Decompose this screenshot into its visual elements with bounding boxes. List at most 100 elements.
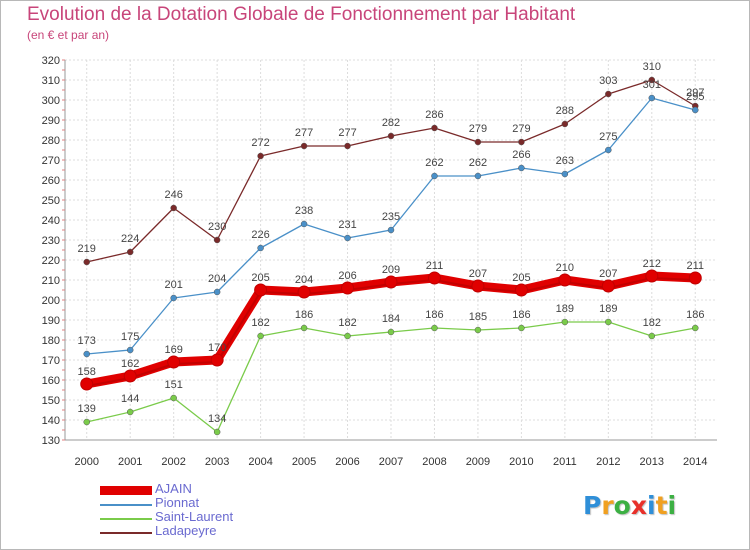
y-tick-label: 210: [42, 275, 60, 287]
data-point-saint-laurent: [474, 326, 482, 334]
data-label-pionnat: 262: [425, 157, 443, 169]
logo-letter: x: [630, 491, 647, 520]
data-label-ajain: 211: [426, 260, 444, 272]
legend-swatch: [100, 486, 152, 495]
data-label-pionnat: 235: [382, 211, 400, 223]
data-label-ladapeyre: 246: [164, 189, 182, 201]
legend-swatch: [100, 504, 152, 506]
data-point-ajain: [384, 275, 398, 289]
data-point-ladapeyre: [126, 248, 134, 256]
data-point-saint-laurent: [518, 324, 525, 332]
data-point-pionnat: [344, 234, 351, 242]
data-point-ladapeyre: [648, 76, 656, 84]
data-point-ajain: [80, 377, 94, 391]
data-label-ladapeyre: 224: [121, 233, 139, 245]
data-point-pionnat: [83, 350, 90, 358]
data-point-saint-laurent: [300, 324, 308, 332]
data-point-saint-laurent: [344, 332, 351, 340]
data-label-ajain: 207: [599, 268, 617, 280]
data-label-pionnat: 231: [338, 219, 356, 231]
data-label-ajain: 205: [512, 272, 530, 284]
data-point-saint-laurent: [431, 324, 438, 332]
data-label-saint-laurent: 182: [251, 317, 269, 329]
data-point-pionnat: [692, 106, 699, 114]
data-label-saint-laurent: 134: [208, 413, 226, 425]
legend-swatch: [100, 532, 152, 534]
data-label-pionnat: 226: [251, 229, 269, 241]
x-tick-label: 2001: [118, 456, 142, 468]
data-label-ladapeyre: 310: [643, 61, 661, 73]
data-point-pionnat: [126, 346, 134, 354]
y-tick-label: 280: [42, 135, 60, 147]
x-tick-label: 2007: [379, 456, 403, 468]
data-label-ladapeyre: 288: [556, 105, 574, 117]
data-label-ladapeyre: 277: [295, 127, 313, 139]
legend-label: AJAIN: [155, 481, 192, 496]
data-label-saint-laurent: 182: [338, 317, 356, 329]
logo-letter: t: [655, 491, 668, 520]
y-tick-label: 180: [42, 335, 60, 347]
data-label-ajain: 158: [78, 366, 96, 378]
data-label-ajain: 170: [208, 342, 226, 354]
data-point-ajain: [645, 269, 659, 283]
y-tick-label: 300: [42, 95, 60, 107]
y-tick-label: 200: [42, 295, 60, 307]
y-tick-label: 130: [42, 435, 60, 447]
data-label-ajain: 210: [556, 262, 574, 274]
data-point-saint-laurent: [648, 332, 656, 340]
logo-letter: i: [667, 491, 677, 520]
data-point-saint-laurent: [692, 324, 699, 332]
y-tick-label: 250: [42, 195, 60, 207]
data-point-saint-laurent: [387, 328, 395, 336]
x-tick-label: 2004: [248, 456, 272, 468]
data-point-ladapeyre: [170, 204, 177, 212]
data-point-pionnat: [170, 294, 177, 302]
data-point-ajain: [123, 369, 137, 383]
data-label-ajain: 211: [686, 260, 704, 272]
data-point-saint-laurent: [257, 332, 264, 340]
y-tick-label: 160: [42, 375, 60, 387]
data-label-ladapeyre: 272: [251, 137, 269, 149]
data-label-ladapeyre: 230: [208, 221, 226, 233]
y-tick-label: 260: [42, 175, 60, 187]
data-label-ladapeyre: 282: [382, 117, 400, 129]
data-point-pionnat: [648, 94, 656, 102]
data-point-ajain: [254, 283, 268, 297]
x-tick-label: 2005: [292, 456, 316, 468]
data-point-ladapeyre: [257, 152, 264, 160]
y-tick-label: 140: [42, 415, 60, 427]
data-label-saint-laurent: 151: [164, 379, 182, 391]
data-point-pionnat: [431, 172, 438, 180]
x-tick-label: 2003: [205, 456, 229, 468]
data-label-pionnat: 301: [643, 79, 661, 91]
data-point-saint-laurent: [561, 318, 569, 326]
y-tick-label: 310: [42, 75, 60, 87]
data-point-pionnat: [518, 164, 525, 172]
data-point-ajain: [297, 285, 311, 299]
data-point-pionnat: [561, 170, 569, 178]
data-point-pionnat: [605, 146, 612, 154]
data-label-pionnat: 204: [208, 273, 226, 285]
data-point-saint-laurent: [605, 318, 612, 326]
data-label-saint-laurent: 186: [295, 309, 313, 321]
data-point-pionnat: [300, 220, 308, 228]
y-tick-label: 170: [42, 355, 60, 367]
x-tick-label: 2011: [553, 456, 577, 468]
data-label-ladapeyre: 219: [78, 243, 96, 255]
data-point-ladapeyre: [344, 142, 351, 150]
y-tick-label: 220: [42, 255, 60, 267]
data-label-saint-laurent: 139: [78, 403, 96, 415]
y-tick-label: 150: [42, 395, 60, 407]
data-label-saint-laurent: 186: [686, 309, 704, 321]
legend-label: Saint-Laurent: [155, 509, 234, 524]
data-label-ajain: 205: [251, 272, 269, 284]
y-tick-label: 240: [42, 215, 60, 227]
logo-letter: P: [583, 491, 602, 520]
data-point-pionnat: [213, 288, 221, 296]
data-label-saint-laurent: 184: [382, 313, 400, 325]
data-point-ajain: [427, 271, 441, 285]
data-label-ladapeyre: 279: [512, 123, 530, 135]
data-point-ajain: [601, 279, 615, 293]
data-point-saint-laurent: [170, 394, 177, 402]
data-point-saint-laurent: [83, 418, 90, 426]
